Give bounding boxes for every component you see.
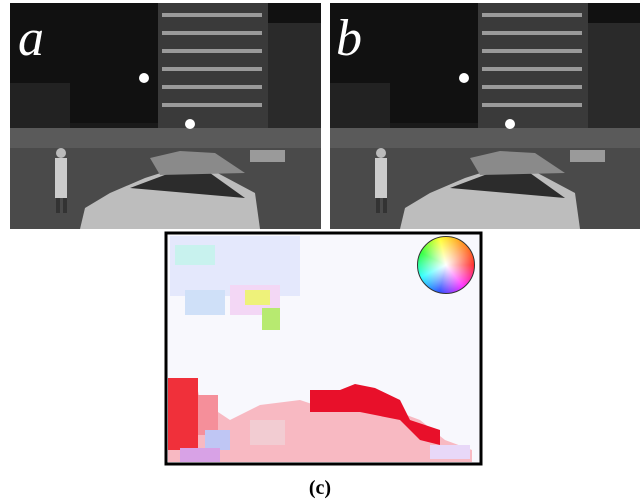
photo-a: a xyxy=(10,3,321,229)
panel-label: a xyxy=(18,10,44,67)
panel-label: b xyxy=(336,10,362,67)
figure: a b (c) xyxy=(0,0,640,504)
panel-caption: (c) xyxy=(309,477,331,499)
color-wheel xyxy=(417,236,475,294)
figure-art: a b (c) xyxy=(0,0,640,504)
photo-b: b xyxy=(330,3,640,229)
